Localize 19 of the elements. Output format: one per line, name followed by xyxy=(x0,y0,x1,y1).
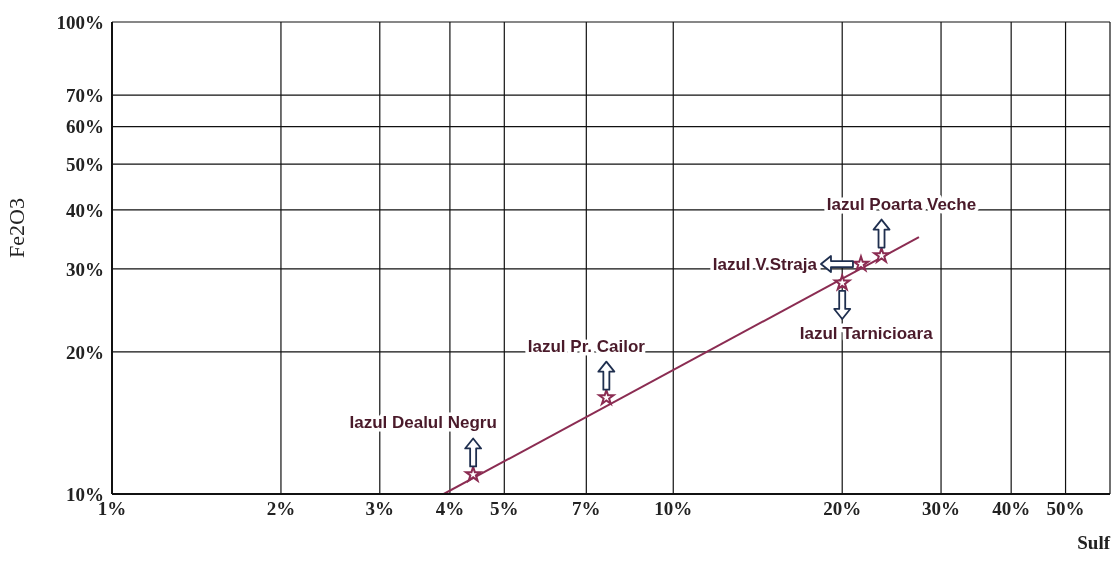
x-tick-label: 5% xyxy=(490,498,519,520)
x-tick-label: 3% xyxy=(365,498,395,520)
x-tick-label: 40% xyxy=(992,498,1031,520)
x-tick-label: 2% xyxy=(266,498,296,520)
y-tick-label: 50% xyxy=(66,153,104,175)
x-tick-label: 7% xyxy=(572,498,601,520)
x-tick-label: 20% xyxy=(823,498,862,520)
y-axis-title: Fe2O3 xyxy=(3,198,29,258)
y-tick-label: 60% xyxy=(66,116,104,138)
y-tick-label: 40% xyxy=(66,199,104,221)
x-tick-label: 10% xyxy=(654,498,693,520)
y-tick-label: 100% xyxy=(56,11,104,33)
y-tick-label: 20% xyxy=(66,341,104,363)
x-tick-label: 4% xyxy=(435,498,465,520)
x-tick-label: 30% xyxy=(922,498,961,520)
y-tick-label: 30% xyxy=(66,258,104,280)
y-tick-label: 70% xyxy=(66,84,104,106)
x-tick-label: 50% xyxy=(1046,498,1085,520)
x-axis-title: Sulf xyxy=(1077,532,1111,553)
